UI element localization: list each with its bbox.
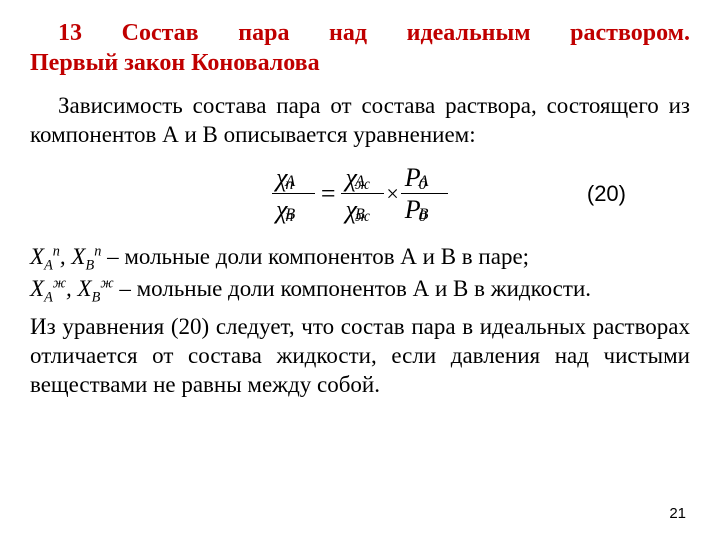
- slide-page: 13 Состав пара над идеальным раствором. …: [0, 0, 720, 540]
- equation-frac-left: χAп χBп: [272, 164, 315, 224]
- definitions-block: XAп, XBп – мольные доли компонентов А и …: [30, 242, 690, 308]
- equals-sign: =: [315, 179, 342, 209]
- page-number: 21: [669, 505, 686, 522]
- symbol-xa-p: XAп: [30, 244, 60, 269]
- intro-paragraph: Зависимость состава пара от состава раст…: [30, 92, 690, 150]
- symbol-xb-p: XBп: [71, 244, 101, 269]
- definition-text-2: – мольные доли компонентов А и В в жидко…: [114, 276, 591, 301]
- title-line-2: Первый закон Коновалова: [30, 48, 690, 78]
- equation-number: (20): [587, 181, 626, 207]
- symbol-xb-zh: XBж: [78, 276, 114, 301]
- title-line-1: 13 Состав пара над идеальным раствором.: [30, 18, 690, 48]
- times-sign: ×: [384, 181, 400, 207]
- definition-text-1: – мольные доли компонентов А и В в паре;: [101, 244, 529, 269]
- equation-frac-right: PA0 PB0: [401, 164, 448, 224]
- equation-row: χAп χBп = χAж χBж × PA0 PB0: [30, 156, 690, 232]
- page-title: 13 Состав пара над идеальным раствором. …: [30, 18, 690, 78]
- symbol-xa-zh: XAж: [30, 276, 66, 301]
- equation-frac-mid: χAж χBж: [341, 164, 384, 224]
- conclusion-paragraph: Из уравнения (20) следует, что состав па…: [30, 313, 690, 399]
